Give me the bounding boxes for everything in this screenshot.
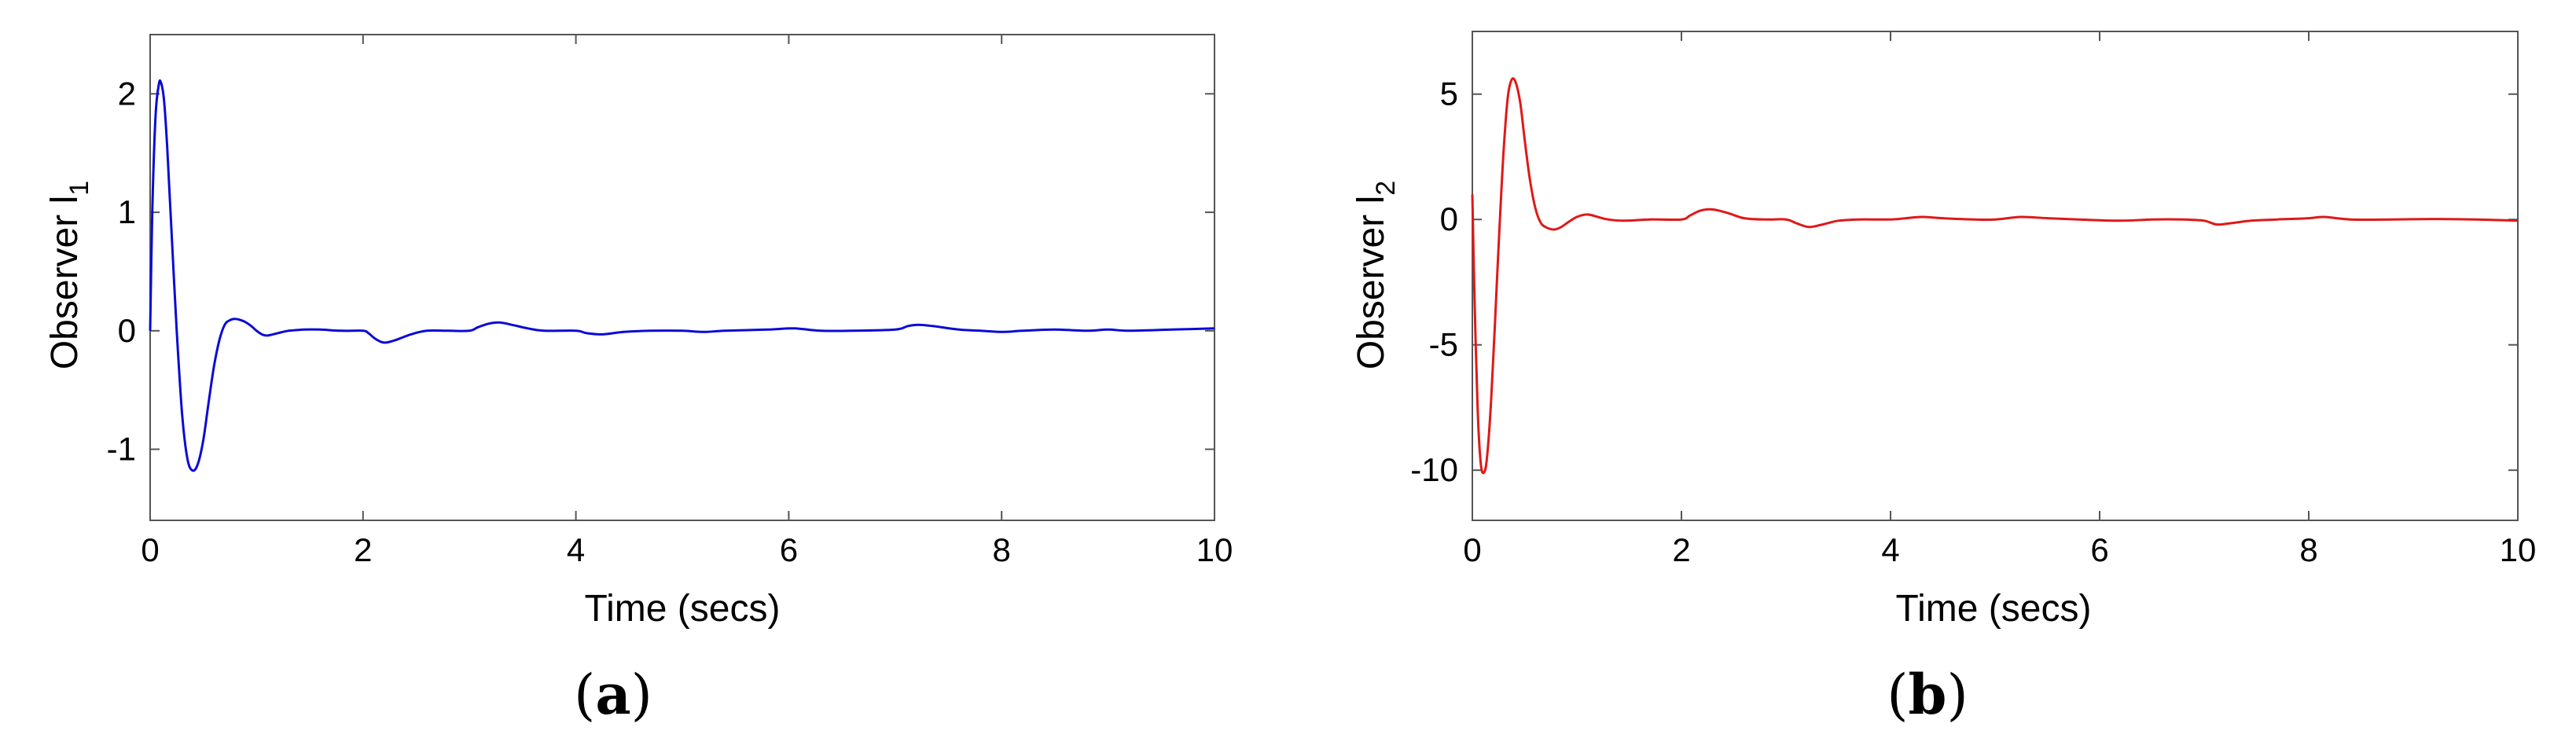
svg-text:Observer l1: Observer l1 bbox=[44, 181, 94, 369]
x-tick-label-b: 2 bbox=[1672, 531, 1690, 568]
y-tick-label-b: 5 bbox=[1440, 75, 1458, 112]
caption-b: (b) bbox=[1887, 662, 1968, 727]
y-tick-label-b: -5 bbox=[1429, 326, 1458, 363]
x-tick-label-a: 2 bbox=[354, 531, 372, 568]
y-tick-label-b: 0 bbox=[1440, 200, 1458, 237]
series-line-b bbox=[1471, 77, 2519, 475]
y-tick-label-a: -1 bbox=[107, 431, 136, 468]
x-axis-label-a: Time (secs) bbox=[585, 588, 781, 630]
svg-text:Observer l2: Observer l2 bbox=[1350, 181, 1401, 369]
x-tick-label-b: 6 bbox=[2090, 531, 2108, 568]
plot-frame-a bbox=[149, 34, 1215, 521]
y-tick-label-a: 2 bbox=[118, 75, 136, 112]
y-tick-label-a: 0 bbox=[118, 312, 136, 349]
x-tick-label-a: 8 bbox=[993, 531, 1011, 568]
caption-a: (a) bbox=[574, 662, 652, 727]
x-axis-label-b: Time (secs) bbox=[1896, 588, 2092, 630]
x-tick-label-a: 4 bbox=[567, 531, 585, 568]
plot-area-a: 0 2 4 6 8 10 -1 0 1 2 bbox=[107, 34, 1233, 568]
y-axis-label-b: Observer l2 bbox=[1350, 181, 1401, 369]
x-tick-label-a: 6 bbox=[780, 531, 798, 568]
x-tick-label-b: 10 bbox=[2500, 531, 2537, 568]
x-tick-label-a: 0 bbox=[141, 531, 159, 568]
plot-area-b: 0 2 4 6 8 10 -10 -5 0 5 bbox=[1410, 31, 2536, 568]
x-tick-label-b: 4 bbox=[1881, 531, 1899, 568]
y-axis-label-a: Observer l1 bbox=[44, 181, 94, 369]
y-tick-label-a: 1 bbox=[118, 193, 136, 230]
chart-panel-a: 0 2 4 6 8 10 -1 0 1 2 Time (secs) Observer l1 (a) bbox=[44, 34, 1233, 727]
chart-panel-b: 0 2 4 6 8 10 -10 -5 0 5 Time (secs) Observer l2 (… bbox=[1350, 31, 2536, 727]
series-line-a bbox=[149, 79, 1215, 472]
x-tick-label-b: 8 bbox=[2299, 531, 2317, 568]
x-tick-label-b: 0 bbox=[1463, 531, 1481, 568]
plot-frame-b bbox=[1472, 31, 2519, 521]
y-tick-label-b: -10 bbox=[1410, 451, 1458, 488]
x-tick-label-a: 10 bbox=[1196, 531, 1233, 568]
